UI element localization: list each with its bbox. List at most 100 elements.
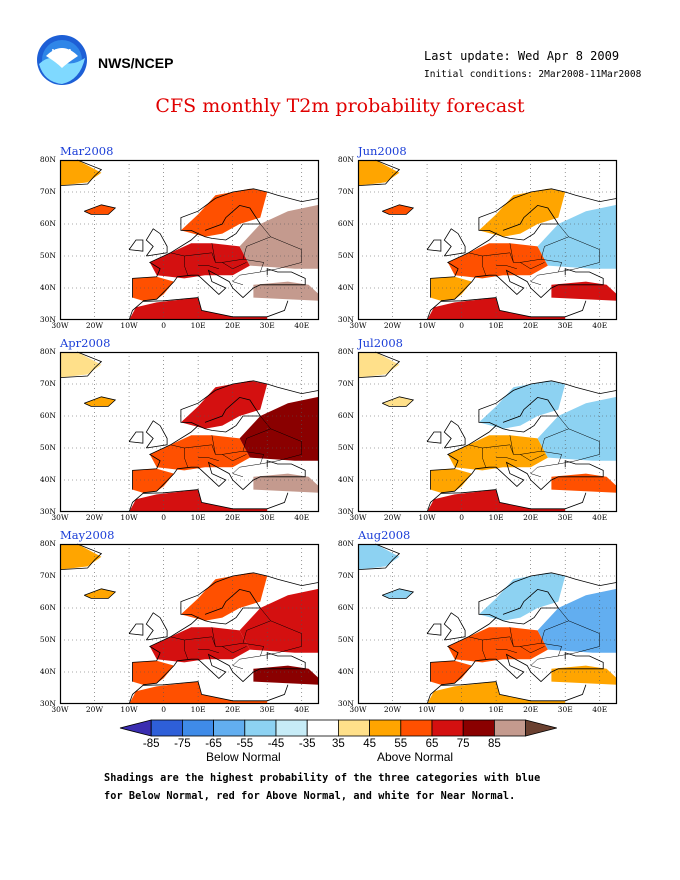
lon-tick-label: 30W xyxy=(349,321,367,330)
coastline xyxy=(426,431,442,444)
lat-tick-label: 70N xyxy=(39,571,56,580)
country-border xyxy=(170,636,189,660)
country-border xyxy=(260,236,302,273)
noaa-logo: NOAA xyxy=(37,35,87,85)
map-panel-aug2008: Aug2008 30N 40N 50N 60N 70N 80N 30W 20W 10W 0 10E 20… xyxy=(338,528,618,714)
lat-tick-label: 80N xyxy=(39,539,56,548)
lat-tick-label: 80N xyxy=(39,155,56,164)
map-frame xyxy=(59,351,320,513)
map-panel-jun2008: Jun2008 30N 40N 50N 60N 70N 80N 30W 20W 10W 0 10E 20… xyxy=(338,144,618,330)
lat-tick-label: 70N xyxy=(337,379,354,388)
map-frame xyxy=(59,543,320,705)
scale-swatch xyxy=(400,719,433,737)
region-iceland xyxy=(84,204,116,215)
scale-tick-label: 45 xyxy=(363,738,376,750)
country-border xyxy=(184,630,247,647)
panel-title: Jun2008 xyxy=(358,144,407,158)
coastline xyxy=(440,460,604,494)
lon-tick-label: 20W xyxy=(383,705,402,714)
country-border xyxy=(170,252,189,276)
country-border xyxy=(496,649,517,654)
coastline xyxy=(128,623,144,636)
country-border xyxy=(558,236,600,273)
lon-tick-label: 10E xyxy=(190,513,206,522)
lat-tick-label: 70N xyxy=(337,571,354,580)
map-panel-may2008: May2008 30N 40N 50N 60N 70N 80N 30W 20W 10W 0 10E 20… xyxy=(40,528,320,714)
coastline xyxy=(382,588,415,599)
region-iberia xyxy=(430,660,472,685)
coastline xyxy=(145,612,168,641)
country-border xyxy=(211,435,216,455)
lat-tick-label: 80N xyxy=(39,347,56,356)
lon-tick-label: 0 xyxy=(459,513,464,522)
lon-tick-label: 30E xyxy=(259,705,275,714)
lat-tick-label: 60N xyxy=(39,411,56,420)
lat-tick-label: 40N xyxy=(337,283,354,292)
map-frame xyxy=(357,159,618,321)
lat-tick-label: 80N xyxy=(337,155,354,164)
coastline xyxy=(495,396,560,433)
region-iceland xyxy=(382,396,414,407)
scale-swatch xyxy=(150,719,183,737)
scale-swatch xyxy=(337,719,370,737)
above-normal-label: Above Normal xyxy=(377,750,454,764)
region-iberia xyxy=(132,276,174,301)
region-turkey xyxy=(253,473,319,493)
country-border xyxy=(198,649,219,654)
region-scandinavia xyxy=(180,572,268,621)
map-canvas xyxy=(357,159,618,321)
coastline xyxy=(197,588,262,625)
lon-tick-label: 0 xyxy=(459,705,464,714)
scale-tick-label: -55 xyxy=(236,738,254,750)
region-central-europe xyxy=(149,435,250,471)
lon-tick-label: 30W xyxy=(51,513,69,522)
region-western-russia xyxy=(537,396,617,461)
lat-tick-label: 40N xyxy=(39,475,56,484)
coastline xyxy=(132,188,320,298)
region-turkey xyxy=(253,281,319,301)
country-border xyxy=(482,438,545,455)
lat-tick-label: 50N xyxy=(337,251,354,260)
country-border xyxy=(520,262,545,270)
scale-tick-label: -85 xyxy=(142,738,160,750)
scale-swatch xyxy=(306,719,339,737)
lat-tick-label: 80N xyxy=(337,347,354,356)
coastline xyxy=(128,489,289,513)
lon-tick-label: 30E xyxy=(557,705,573,714)
country-border xyxy=(468,636,487,660)
scale-tick-label: 75 xyxy=(456,738,470,750)
region-greenland-coast xyxy=(60,160,102,186)
lon-tick-label: 30W xyxy=(349,705,367,714)
lon-tick-label: 20E xyxy=(523,513,539,522)
lon-tick-label: 20W xyxy=(383,513,402,522)
scale-swatch xyxy=(431,719,464,737)
panel-title: Apr2008 xyxy=(60,336,111,350)
region-turkey xyxy=(551,473,617,493)
country-border xyxy=(530,258,563,286)
org-label: NWS/NCEP xyxy=(98,55,174,71)
coastline xyxy=(495,588,560,625)
lon-tick-label: 10E xyxy=(488,705,504,714)
country-border xyxy=(509,435,514,455)
country-border xyxy=(232,642,265,670)
initial-conditions: Initial conditions: 2Mar2008-11Mar2008 xyxy=(424,69,642,80)
lon-tick-label: 10W xyxy=(418,321,436,330)
map-panel-apr2008: Apr2008 30N 40N 50N 60N 70N 80N 30W 20W 10W 0 10E 20… xyxy=(40,336,320,522)
lon-tick-label: 0 xyxy=(161,321,166,330)
coastline xyxy=(426,489,587,513)
scale-tick-label: 35 xyxy=(331,738,345,750)
coastline xyxy=(145,228,168,257)
lon-tick-label: 10W xyxy=(418,513,436,522)
lon-tick-label: 10W xyxy=(120,705,138,714)
coastline xyxy=(430,380,618,490)
region-central-europe xyxy=(447,627,548,663)
coastline xyxy=(426,239,442,252)
coastline xyxy=(357,351,401,378)
lon-tick-label: 30W xyxy=(349,513,367,522)
lat-tick-label: 70N xyxy=(39,187,56,196)
lat-tick-label: 50N xyxy=(39,251,56,260)
coastline xyxy=(84,396,117,407)
coastline xyxy=(443,420,466,449)
lon-tick-label: 20W xyxy=(85,705,104,714)
lon-tick-label: 10E xyxy=(488,321,504,330)
